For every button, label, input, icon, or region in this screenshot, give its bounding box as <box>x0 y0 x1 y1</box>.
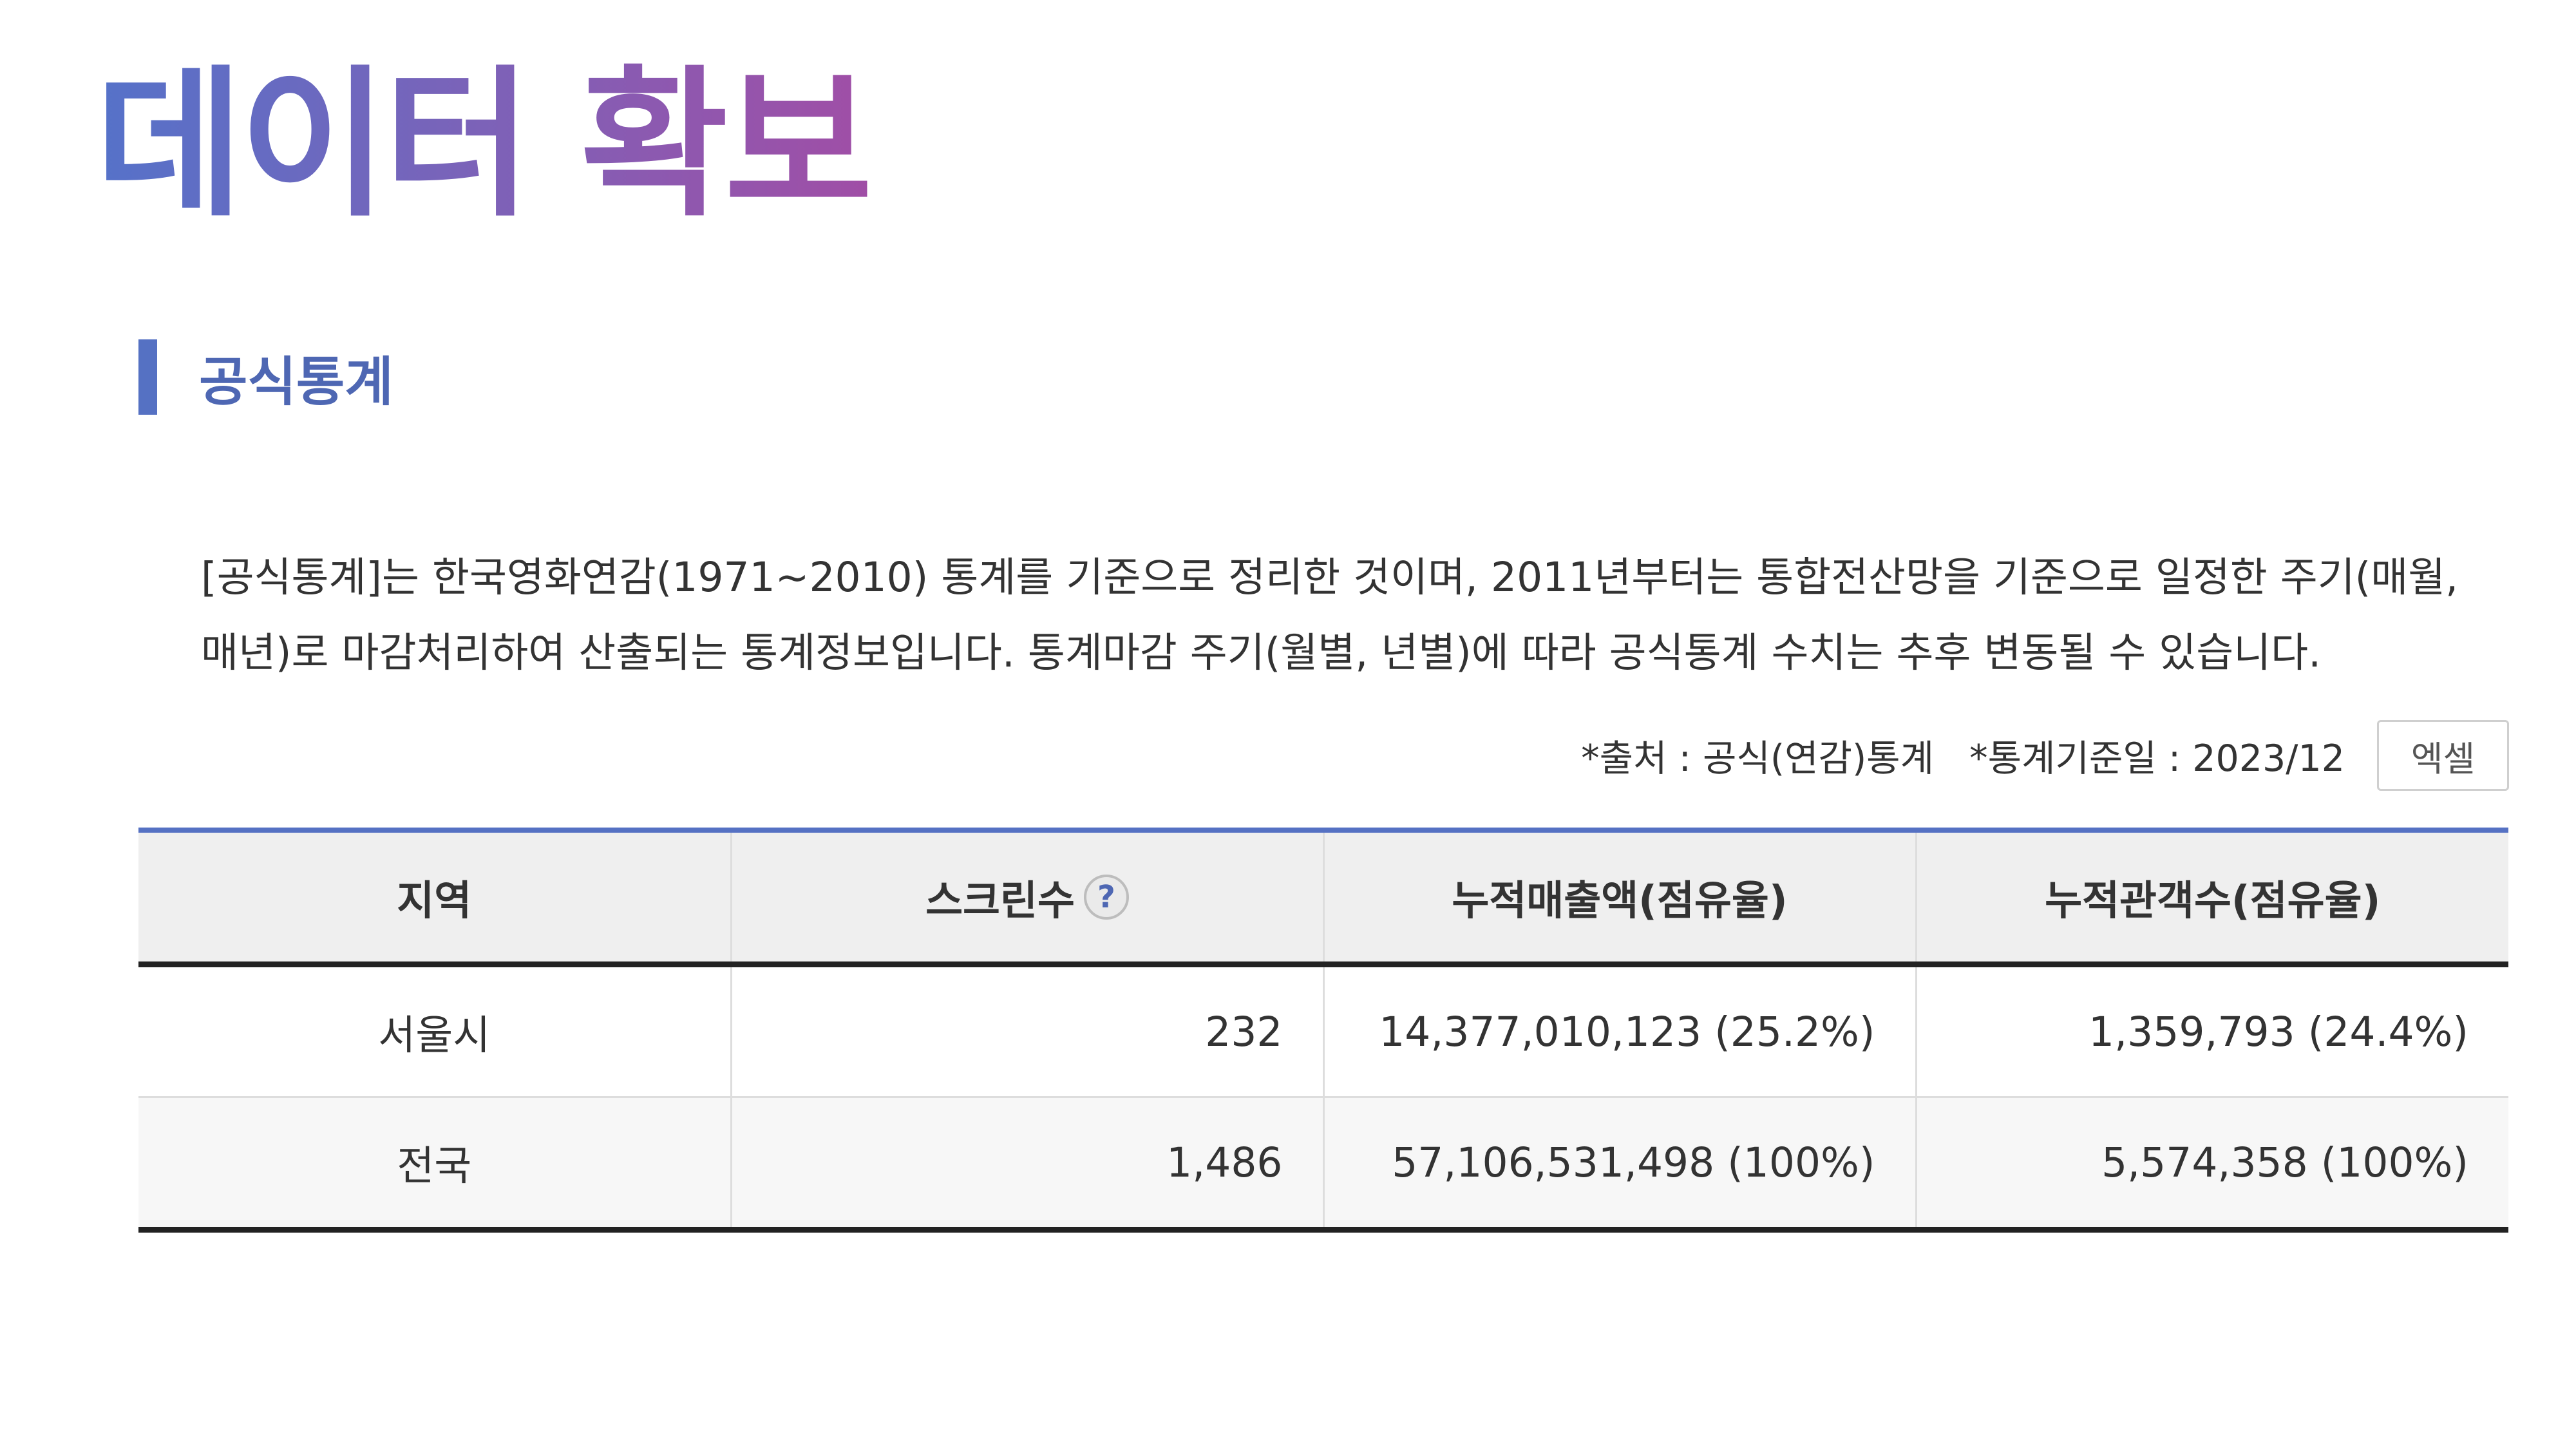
cell-screens: 232 <box>730 964 1323 1098</box>
cell-audience: 5,574,358 (100%) <box>1915 1097 2508 1230</box>
cell-audience: 1,359,793 (24.4%) <box>1915 964 2508 1098</box>
table-meta-row: *출처 : 공식(연감)통계 *통계기준일 : 2023/12 엑셀 <box>1581 718 2509 793</box>
column-header-screens-inner: 스크린수 ? <box>925 868 1129 927</box>
column-header-screens-label: 스크린수 <box>925 876 1075 924</box>
table-row: 서울시 232 14,377,010,123 (25.2%) 1,359,793… <box>138 964 2508 1098</box>
cell-revenue: 14,377,010,123 (25.2%) <box>1322 964 1916 1098</box>
column-header-revenue: 누적매출액(점유율) <box>1322 830 1916 967</box>
column-header-audience: 누적관객수(점유율) <box>1915 830 2508 967</box>
section-heading: 공식통계 <box>138 339 393 415</box>
cell-screens: 1,486 <box>730 1097 1323 1230</box>
section-heading-bar <box>138 339 157 415</box>
cell-revenue: 57,106,531,498 (100%) <box>1322 1097 1916 1230</box>
cell-region: 전국 <box>138 1097 731 1230</box>
description-line: [공식통계]는 한국영화연감(1971~2010) 통계를 기준으로 정리한 것… <box>201 554 2459 601</box>
excel-download-button[interactable]: 엑셀 <box>2377 720 2509 791</box>
question-mark-circle-icon[interactable]: ? <box>1083 875 1129 920</box>
table-row: 전국 1,486 57,106,531,498 (100%) 5,574,358… <box>138 1097 2508 1230</box>
source-note: *출처 : 공식(연감)통계 <box>1581 737 1935 780</box>
column-header-region: 지역 <box>138 830 731 967</box>
cell-region: 서울시 <box>138 964 731 1098</box>
section-title: 공식통계 <box>199 352 393 413</box>
stats-date-note: *통계기준일 : 2023/12 <box>1969 737 2345 780</box>
page-title: 데이터 확보 <box>95 51 873 238</box>
official-stats-table: 지역 스크린수 ? 누적매출액(점유율) 누적관객수(점유율) 서울시 232 … <box>138 828 2508 1233</box>
column-header-screens: 스크린수 ? <box>730 830 1323 967</box>
description-line: 매년)로 마감처리하여 산출되는 통계정보입니다. 통계마감 주기(월별, 년별… <box>201 629 2322 676</box>
table-header-row: 지역 스크린수 ? 누적매출액(점유율) 누적관객수(점유율) <box>138 830 2508 967</box>
section-description: [공식통계]는 한국영화연감(1971~2010) 통계를 기준으로 정리한 것… <box>201 540 2545 690</box>
